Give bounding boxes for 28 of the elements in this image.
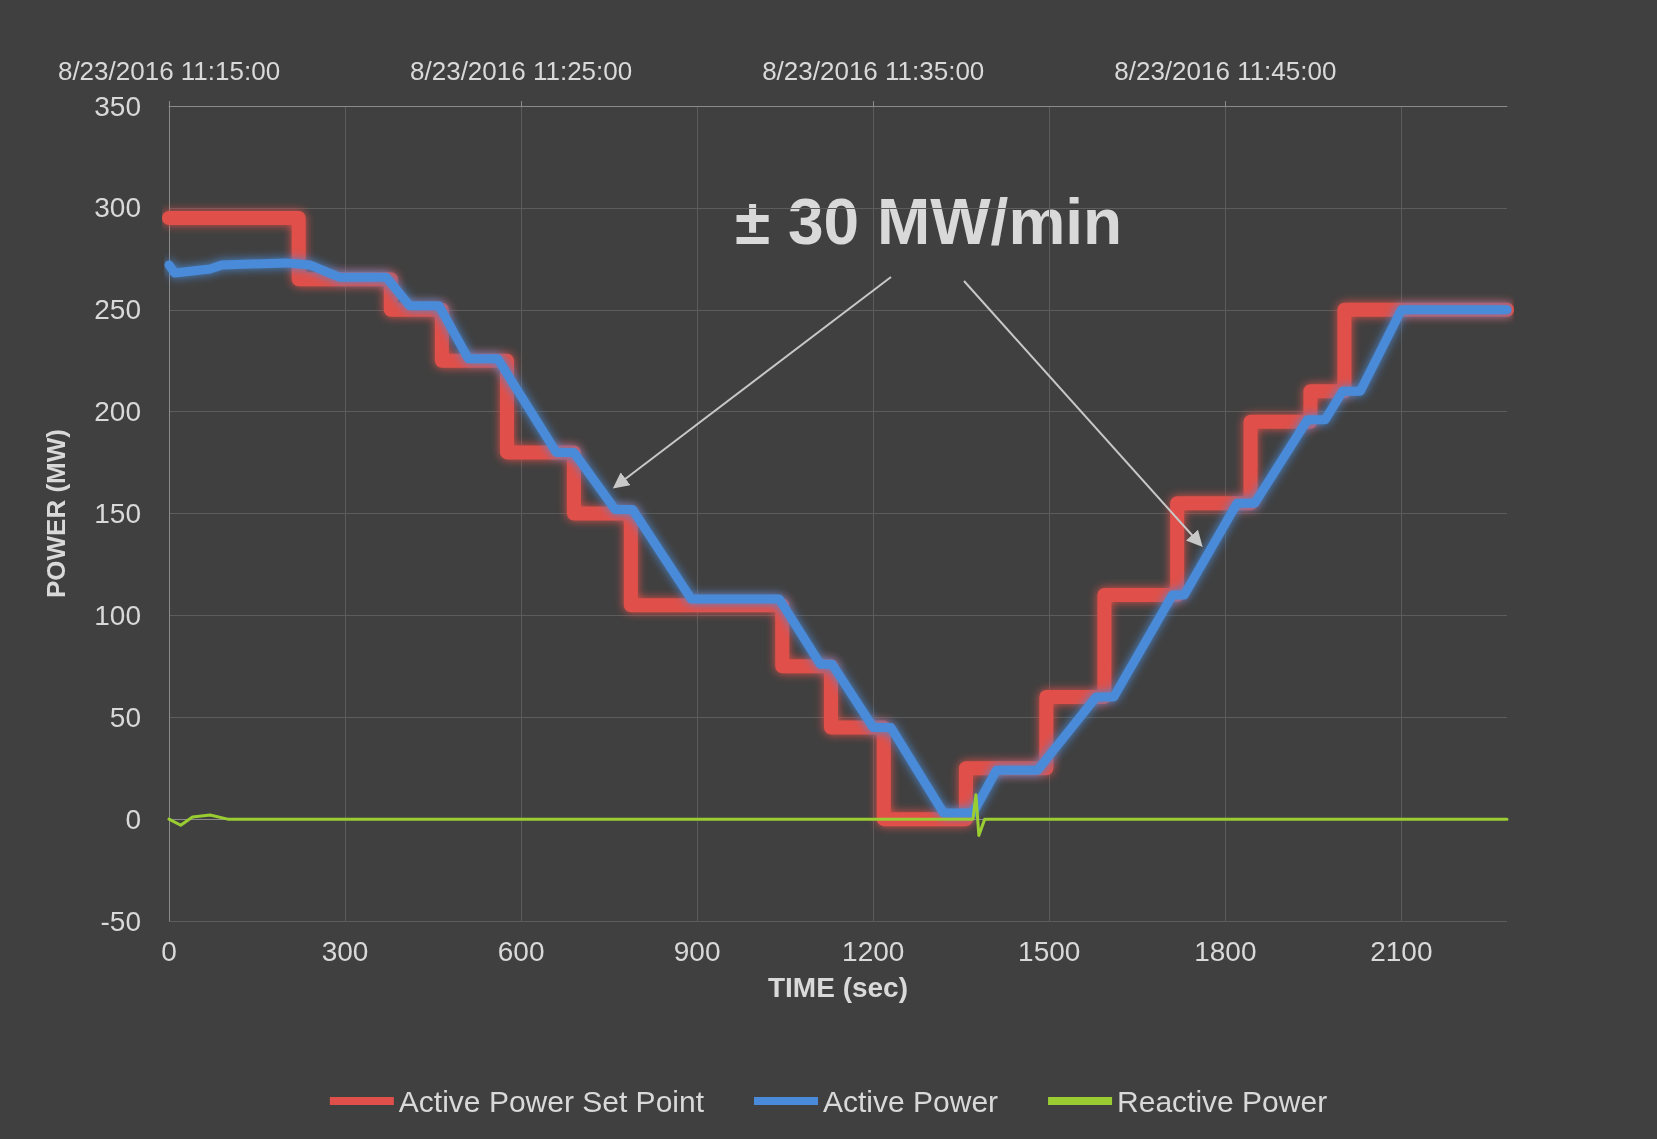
y-tick-label: 350 (94, 90, 141, 122)
line-series (167, 793, 1509, 837)
x2-tick-label: 8/23/2016 11:15:00 (57, 56, 281, 86)
x2-tick-label: 8/23/2016 11:45:00 (1114, 56, 1337, 86)
y-tick-label: 200 (94, 396, 141, 428)
x-tick-label: 1800 (1194, 935, 1257, 967)
x-axis-title: TIME (sec) (767, 971, 909, 1003)
legend-label: Active Power Set Point (398, 1084, 705, 1118)
y-tick-label: 100 (94, 599, 141, 631)
x-tick-label: 2100 (1370, 935, 1433, 967)
x-tick-label: 600 (497, 935, 545, 967)
x-tick-label: 900 (673, 935, 721, 967)
x2-tick-label: 8/23/2016 11:35:00 (762, 56, 985, 86)
x-tick-label: 1200 (842, 935, 905, 967)
x-tick-label: 300 (321, 935, 369, 967)
y-tick-label: 0 (125, 803, 141, 835)
x-tick-label: 1500 (1018, 935, 1081, 967)
x-tick-label: 0 (161, 935, 177, 967)
y-tick-label: -50 (100, 905, 141, 937)
y-tick-label: 250 (94, 294, 141, 326)
y-tick-label: 300 (94, 192, 141, 224)
x2-tick-label: 8/23/2016 11:25:00 (410, 56, 633, 86)
y-tick-label: 50 (109, 701, 141, 733)
legend-label: Active Power (823, 1084, 999, 1118)
y-tick-label: 150 (94, 498, 141, 529)
y-axis-title: POWER (MW) (41, 429, 71, 598)
legend-label: Reactive Power (1117, 1084, 1328, 1118)
annotation: ± 30 MW/min (735, 186, 1123, 258)
